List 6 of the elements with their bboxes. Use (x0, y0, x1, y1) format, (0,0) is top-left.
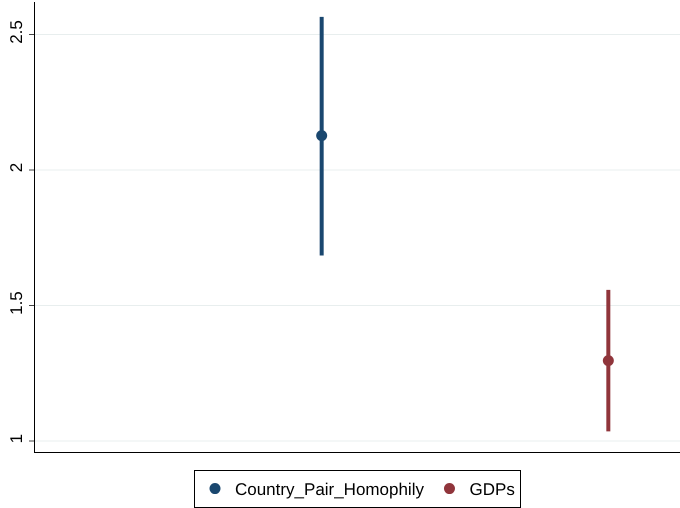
y-tick-label: 1.5 (7, 291, 26, 315)
legend-label: GDPs (469, 480, 515, 500)
y-tick-label: 1 (7, 434, 26, 444)
y-tick-label: 2 (7, 162, 26, 172)
y-tick-label: 2.5 (7, 20, 26, 44)
legend-label: Country_Pair_Homophily (235, 480, 424, 500)
